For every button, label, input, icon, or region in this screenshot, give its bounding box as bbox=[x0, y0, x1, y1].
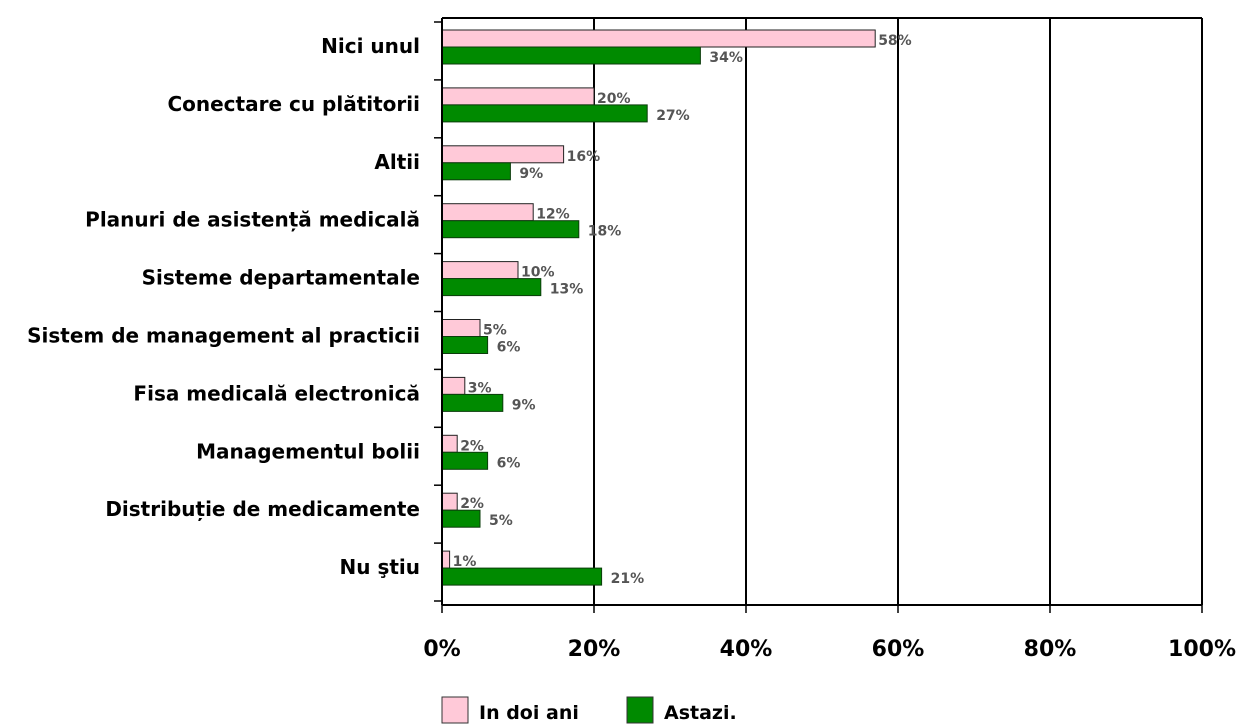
category-label: Fisa medicală electronică bbox=[133, 381, 420, 405]
gridlines bbox=[593, 18, 1203, 605]
bar-in-doi-ani bbox=[441, 261, 519, 280]
data-labels: 58%34%20%27%16%9%12%18%10%13%5%6%3%9%2%6… bbox=[453, 33, 912, 587]
bar-astazi bbox=[441, 567, 603, 586]
category-label: Sisteme departamentale bbox=[142, 266, 420, 290]
bar-astazi bbox=[441, 336, 489, 354]
bar-in-doi-ani bbox=[441, 145, 565, 164]
x-tick-label: 80% bbox=[1024, 637, 1077, 662]
x-tick-label: 60% bbox=[872, 637, 925, 662]
bar-astazi bbox=[441, 509, 481, 528]
data-label: 13% bbox=[550, 282, 584, 298]
data-label: 2% bbox=[460, 438, 484, 454]
bar-in-doi-ani bbox=[441, 29, 876, 48]
category-label: Sistem de management al practicii bbox=[27, 324, 420, 348]
data-label: 3% bbox=[468, 380, 492, 396]
data-label: 5% bbox=[483, 323, 507, 339]
data-label: 20% bbox=[597, 91, 631, 107]
data-label: 12% bbox=[536, 207, 570, 223]
category-label: Nici unul bbox=[321, 34, 420, 58]
category-labels: Nici unul Conectare cu plătitorii Altii Pla… bbox=[27, 34, 420, 579]
bar-astazi bbox=[441, 393, 504, 412]
bar-astazi bbox=[441, 278, 542, 297]
category-label: Conectare cu plătitorii bbox=[167, 92, 420, 116]
data-label: 1% bbox=[453, 554, 477, 570]
data-label: 5% bbox=[489, 513, 513, 529]
data-label: 21% bbox=[611, 571, 645, 587]
axes bbox=[434, 17, 1203, 613]
legend-swatch-in-doi-ani bbox=[441, 696, 469, 724]
x-tick-label: 100% bbox=[1168, 637, 1236, 662]
bar-astazi bbox=[441, 104, 648, 123]
bar-in-doi-ani bbox=[441, 319, 481, 337]
x-tick-label: 20% bbox=[568, 637, 621, 662]
category-label: Altii bbox=[374, 150, 420, 174]
category-label: Distribuție de medicamente bbox=[105, 497, 420, 521]
data-label: 6% bbox=[497, 455, 521, 471]
legend-label-in-doi-ani: In doi ani bbox=[479, 702, 579, 724]
legend-swatch-astazi bbox=[626, 696, 654, 724]
bar-astazi bbox=[441, 220, 580, 239]
bar-in-doi-ani bbox=[441, 376, 466, 395]
category-label: Nu ştiu bbox=[340, 555, 421, 579]
data-label: 58% bbox=[878, 33, 912, 49]
data-label: 9% bbox=[512, 397, 536, 413]
bar-in-doi-ani bbox=[441, 492, 458, 511]
data-label: 10% bbox=[521, 265, 555, 281]
bars bbox=[441, 29, 876, 586]
bar-astazi bbox=[441, 162, 511, 181]
category-label: Managementul bolii bbox=[196, 439, 420, 463]
data-label: 18% bbox=[588, 224, 622, 240]
data-label: 16% bbox=[567, 149, 601, 165]
bar-in-doi-ani bbox=[441, 87, 595, 106]
x-tick-labels: 0% 20% 40% 60% 80% 100% bbox=[423, 637, 1236, 662]
data-label: 6% bbox=[497, 340, 521, 356]
category-label: Planuri de asistență medicală bbox=[85, 208, 420, 232]
bar-in-doi-ani bbox=[441, 550, 451, 569]
data-label: 27% bbox=[656, 108, 690, 124]
legend: In doi ani Astazi. bbox=[441, 696, 737, 724]
data-label: 34% bbox=[709, 50, 743, 66]
legend-label-astazi: Astazi. bbox=[664, 702, 737, 724]
data-label: 2% bbox=[460, 496, 484, 512]
bar-in-doi-ani bbox=[441, 434, 458, 453]
x-tick-label: 40% bbox=[720, 637, 773, 662]
bar-in-doi-ani bbox=[441, 203, 534, 222]
bar-astazi bbox=[441, 451, 489, 470]
x-tick-label: 0% bbox=[423, 637, 460, 662]
data-label: 9% bbox=[519, 166, 543, 182]
bar-astazi bbox=[441, 46, 701, 65]
